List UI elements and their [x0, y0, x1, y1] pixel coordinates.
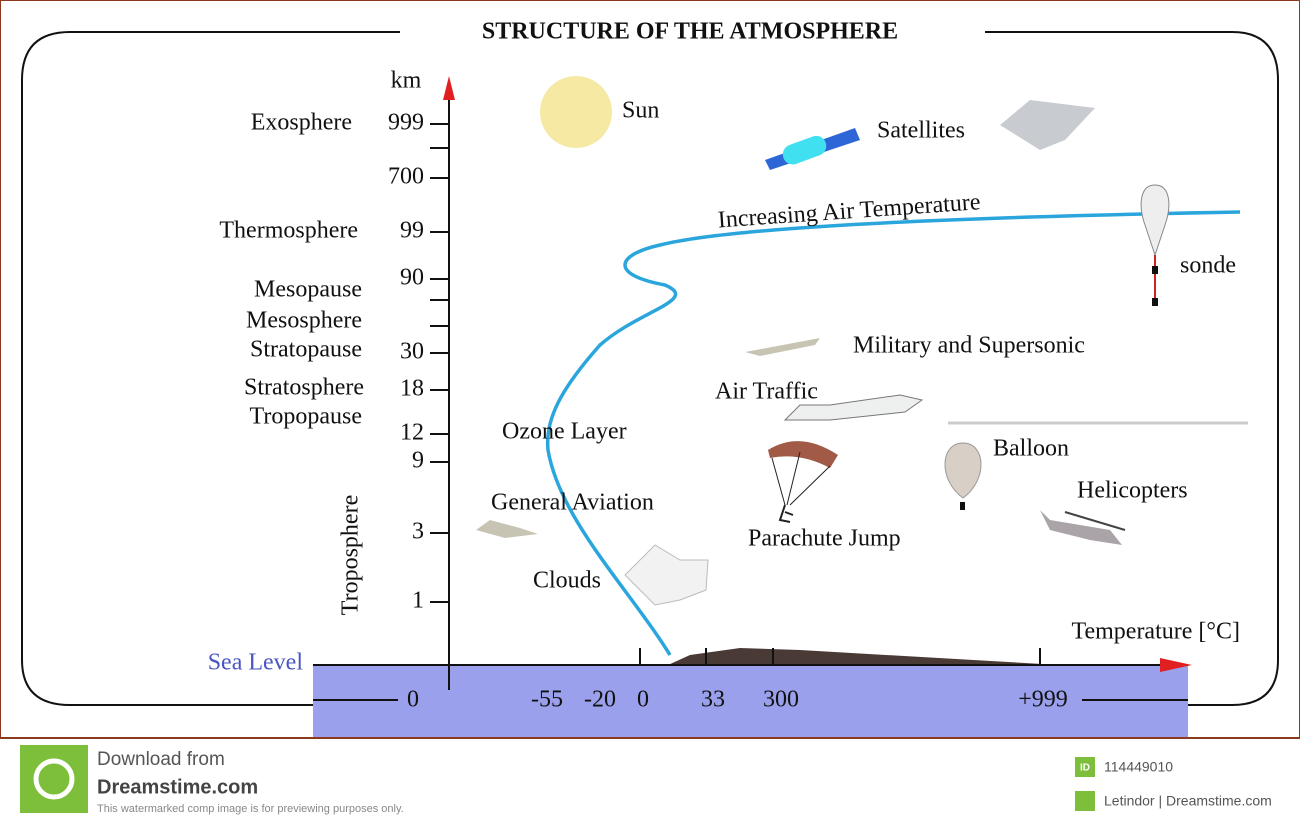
sea-level-label: Sea Level	[208, 650, 304, 676]
title: STRUCTURE OF THE ATMOSPHERE	[482, 19, 898, 45]
y-label: 999	[388, 110, 424, 136]
layer-label: Mesosphere	[246, 308, 362, 334]
layer-labels: Exosphere Thermosphere Mesopause Mesosph…	[219, 110, 364, 430]
y-label: 12	[400, 420, 424, 446]
sun	[540, 76, 612, 148]
x-labels: 0 -55 -20 0 33 300 +999	[407, 687, 1068, 713]
small-plane	[476, 520, 538, 538]
x-title: Temperature [°C]	[1071, 619, 1240, 645]
temperature-curve	[545, 210, 1241, 656]
frame	[21, 31, 1279, 706]
satellite-2	[1000, 100, 1095, 150]
layer-label: Exosphere	[251, 110, 352, 136]
layer-label: Stratopause	[250, 337, 362, 363]
y-label: 3	[412, 519, 424, 545]
annotation: Helicopters	[1077, 478, 1188, 504]
rotor	[1064, 511, 1126, 531]
footer-credit: Letindor | Dreamstime.com	[1104, 793, 1272, 809]
parachute	[768, 441, 838, 523]
annotation: Air Traffic	[715, 379, 818, 405]
logo-mark	[33, 758, 75, 800]
sea	[313, 665, 1188, 737]
annotation: Sun	[622, 98, 659, 124]
annotation: Balloon	[993, 436, 1069, 462]
annotation: Satellites	[877, 118, 965, 144]
footer-site: Dreamstime.com	[97, 776, 258, 798]
id-badge-text: ID	[1080, 763, 1090, 774]
balloon	[944, 442, 982, 510]
y-label: 30	[400, 339, 424, 365]
sonde	[1140, 184, 1170, 306]
cloud	[624, 544, 709, 606]
y-label: 99	[400, 218, 424, 244]
y-label: 18	[400, 376, 424, 402]
satellite	[765, 128, 860, 170]
airliner	[783, 394, 924, 421]
x-label: -20	[584, 687, 616, 713]
footer-download: Download from	[97, 749, 225, 770]
x-label: 0	[637, 687, 649, 713]
annotation: sonde	[1180, 253, 1236, 279]
y-label: 90	[400, 265, 424, 291]
annotation: Parachute Jump	[748, 526, 901, 552]
footer-id: 114449010	[1104, 759, 1173, 775]
y-arrow	[443, 76, 455, 100]
footer-note: This watermarked comp image is for previ…	[97, 803, 404, 815]
credit-badge	[1075, 791, 1095, 811]
y-label: 9	[412, 448, 424, 474]
x-arrow	[1160, 658, 1192, 672]
helicopter	[1040, 510, 1122, 545]
jet	[745, 338, 820, 356]
x-label: +999	[1018, 687, 1068, 713]
y-unit: km	[391, 68, 422, 94]
logo	[20, 745, 88, 813]
layer-label: Troposphere	[338, 495, 364, 615]
y-label: 1	[412, 588, 424, 614]
y-label: 700	[388, 164, 424, 190]
layer-label: Tropopause	[250, 404, 362, 430]
x-label: 0	[407, 687, 419, 713]
layer-label: Stratosphere	[244, 375, 364, 401]
annotation: Military and Supersonic	[853, 333, 1085, 359]
x-label: -55	[531, 687, 563, 713]
y-ticks	[430, 123, 449, 603]
annotation: General Aviation	[491, 490, 654, 516]
x-ticks	[313, 648, 1188, 701]
x-label: 300	[763, 687, 799, 713]
layer-label: Thermosphere	[219, 218, 358, 244]
id-badge	[1075, 757, 1095, 777]
annotation: Ozone Layer	[502, 419, 627, 445]
layer-label: Mesopause	[254, 277, 362, 303]
x-label: 33	[701, 687, 725, 713]
y-labels: 999 700 99 90 30 18 12 9 3 1	[388, 110, 424, 614]
land	[668, 648, 1060, 665]
annotation: Clouds	[533, 568, 601, 594]
border	[0, 0, 1300, 739]
